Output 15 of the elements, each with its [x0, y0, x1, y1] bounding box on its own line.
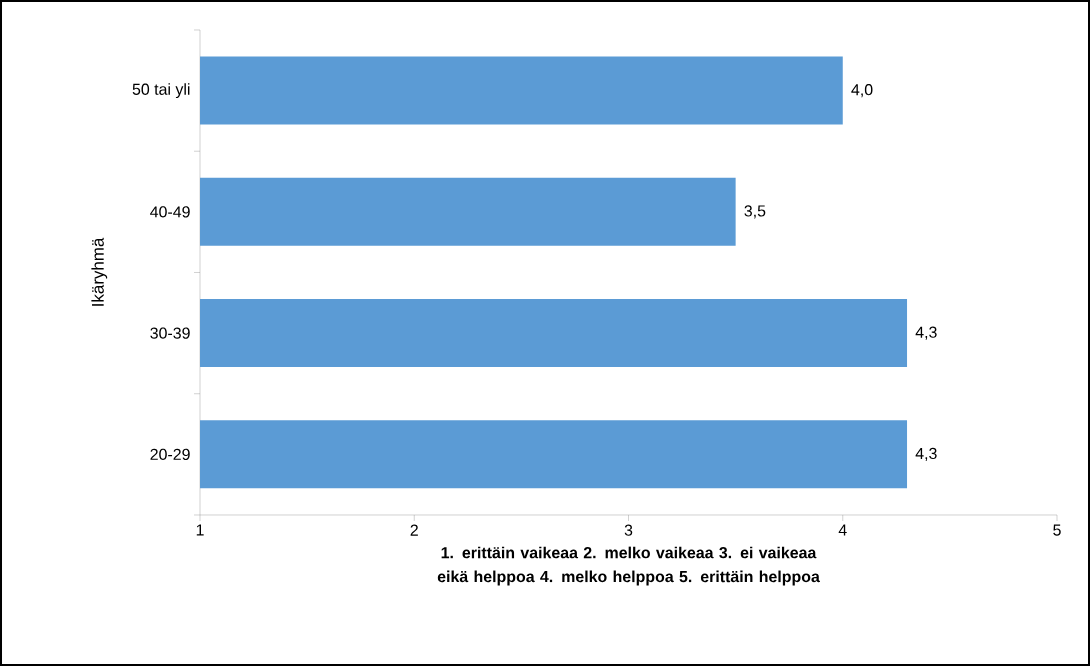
x-tick-label: 5 — [1053, 524, 1061, 536]
x-tick-label: 3 — [624, 524, 633, 536]
x-tick-label: 2 — [410, 524, 418, 536]
y-tick-label: 40-49 — [150, 206, 190, 218]
data-label: 3,5 — [744, 205, 766, 219]
y-axis-title: Ikäryhmä — [91, 237, 108, 306]
y-tick-label: 50 tai yli — [132, 83, 190, 99]
data-label: 4,0 — [851, 84, 873, 98]
x-axis-title: 1. erittäin vaikeaa 2. melko vaikeaa 3. ei vaikeaa eikä helppoa 4. melko helppoa 5. erittäin helppoa — [437, 546, 820, 586]
y-tick-label: 30-39 — [150, 327, 190, 339]
data-label: 4,3 — [915, 326, 937, 340]
y-tick-label: 20-29 — [150, 448, 190, 460]
data-label: 4,3 — [915, 447, 937, 461]
x-tick-label: 4 — [838, 524, 847, 536]
x-tick-label: 1 — [196, 524, 204, 536]
